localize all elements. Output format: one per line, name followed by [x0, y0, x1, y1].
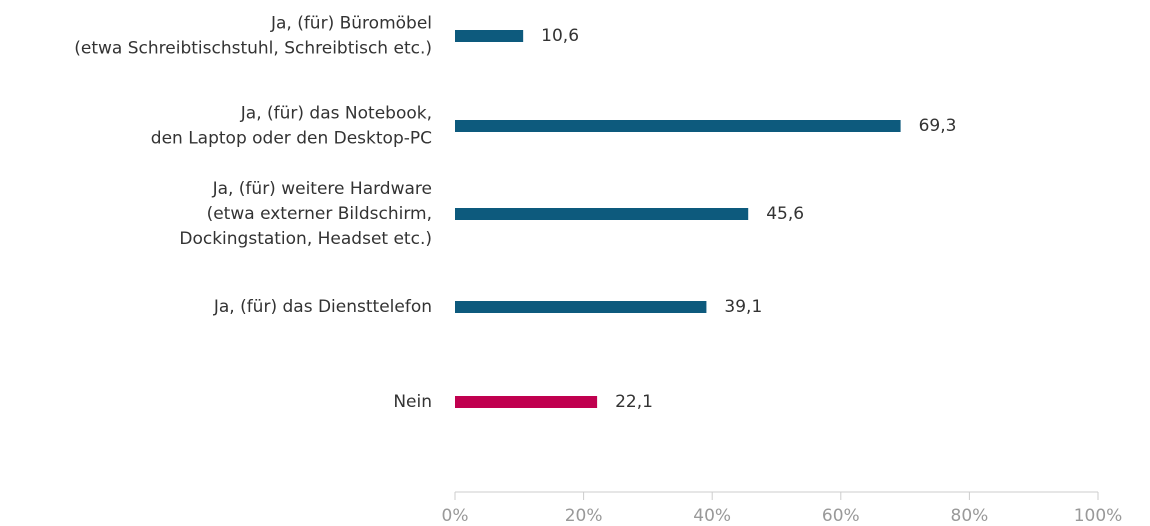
value-label: 69,3 [919, 116, 957, 136]
x-tick-label: 60% [822, 506, 860, 526]
value-label: 10,6 [541, 26, 579, 46]
x-tick-label: 80% [951, 506, 989, 526]
bar [455, 396, 598, 408]
category-label: Ja, (für) das Notebook, [240, 104, 432, 124]
category-label: Ja, (für) weitere Hardware [212, 179, 432, 199]
category-label: (etwa Schreibtischstuhl, Schreibtisch et… [74, 39, 432, 59]
category-label: (etwa externer Bildschirm, [207, 204, 432, 224]
value-label: 39,1 [724, 297, 762, 317]
x-tick-label: 40% [693, 506, 731, 526]
bar [455, 301, 707, 313]
category-label: Dockingstation, Headset etc.) [179, 229, 432, 249]
category-label: Nein [393, 392, 432, 412]
x-tick-label: 0% [442, 506, 469, 526]
bar [455, 208, 749, 220]
x-tick-label: 20% [565, 506, 603, 526]
category-label: Ja, (für) das Diensttelefon [213, 297, 432, 317]
category-label: den Laptop oder den Desktop-PC [151, 129, 432, 149]
value-label: 22,1 [615, 392, 653, 412]
value-label: 45,6 [766, 204, 804, 224]
bar [455, 120, 901, 132]
x-tick-label: 100% [1074, 506, 1123, 526]
bar [455, 30, 524, 42]
category-label: Ja, (für) Büromöbel [270, 14, 432, 34]
